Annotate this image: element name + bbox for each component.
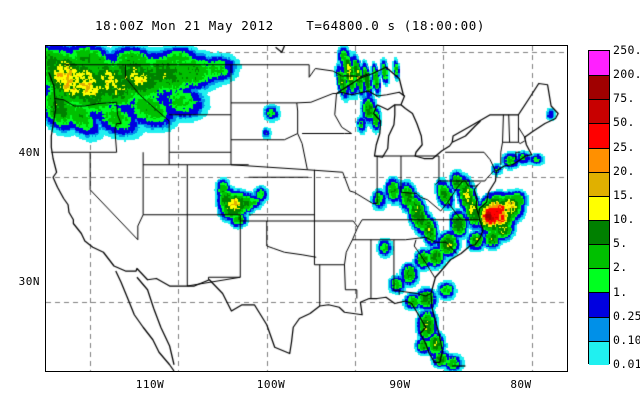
lon-tick-label: 80W [510,378,532,391]
colorbar-band [589,99,609,124]
colorbar [588,50,610,365]
precipitation-map [46,46,567,371]
colorbar-band [589,292,609,317]
colorbar-tick-label: 200. [613,67,640,82]
colorbar-band [589,195,609,220]
colorbar-tick-label: 0.25 [613,308,640,323]
colorbar-band [589,171,609,196]
lat-tick-label: 40N [18,146,40,159]
colorbar-band [589,147,609,172]
colorbar-band [589,340,609,365]
lon-tick-label: 110W [135,378,165,391]
colorbar-band [589,316,609,341]
colorbar-tick-label: 5. [613,236,628,251]
colorbar-tick-label: 1. [613,284,628,299]
colorbar-tick-label: 25. [613,139,635,154]
colorbar-band [589,75,609,100]
colorbar-band [589,244,609,269]
colorbar-band [589,51,609,76]
colorbar-band [589,123,609,148]
lon-tick-label: 90W [389,378,411,391]
page-title: 18:00Z Mon 21 May 2012 T=64800.0 s (18:0… [94,18,486,33]
colorbar-tick-label: 250. [613,43,640,57]
colorbar-tick-label: 15. [613,187,635,202]
colorbar-tick-label: 50. [613,115,635,130]
colorbar-tick-label: 20. [613,163,635,178]
lon-tick-label: 100W [256,378,286,391]
colorbar-tick-label: 2. [613,260,628,275]
colorbar-tick-label: 75. [613,91,635,106]
colorbar-band [589,268,609,293]
lat-tick-label: 30N [18,275,40,288]
map-plot-area [45,45,568,372]
colorbar-tick-label: 10. [613,212,635,227]
colorbar-tick-label: 0.10 [613,332,640,347]
colorbar-band [589,219,609,245]
colorbar-tick-label: 0.01 [613,357,640,371]
